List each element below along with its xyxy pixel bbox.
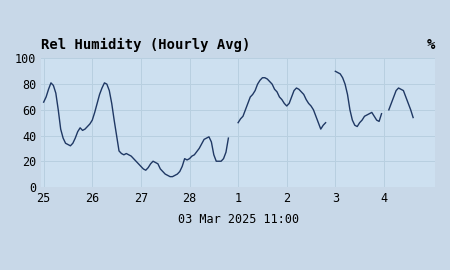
Text: Rel Humidity (Hourly Avg): Rel Humidity (Hourly Avg) bbox=[41, 38, 251, 52]
Text: %: % bbox=[427, 38, 435, 52]
Text: 03 Mar 2025 11:00: 03 Mar 2025 11:00 bbox=[178, 212, 299, 226]
